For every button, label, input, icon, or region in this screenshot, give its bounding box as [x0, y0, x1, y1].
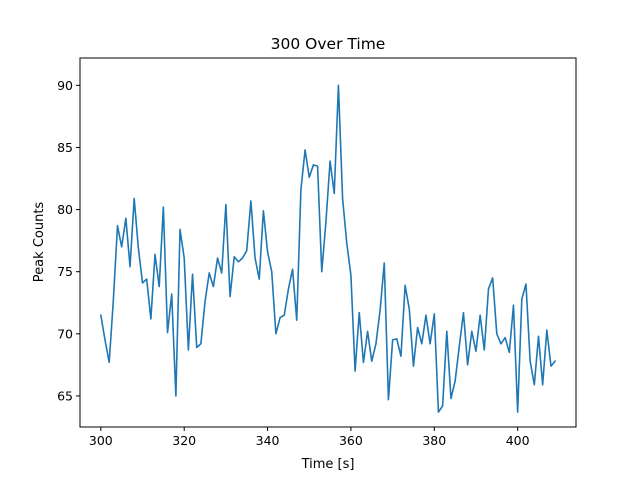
x-tick-label: 360 [339, 433, 363, 448]
x-axis: 300 320 340 360 380 400 [89, 427, 530, 448]
x-tick-label: 320 [172, 433, 196, 448]
y-axis: 65 70 75 80 85 90 [57, 78, 80, 403]
y-tick-label: 90 [57, 78, 73, 93]
x-tick-label: 380 [422, 433, 446, 448]
y-tick-label: 75 [57, 264, 73, 279]
x-axis-label: Time [s] [301, 457, 355, 472]
y-tick-label: 80 [57, 202, 73, 217]
chart-title: 300 Over Time [271, 35, 386, 53]
y-tick-label: 70 [57, 326, 73, 341]
x-tick-label: 300 [89, 433, 113, 448]
axes-frame [79, 57, 577, 428]
series-line-0 [100, 84, 556, 413]
x-tick-label: 400 [506, 433, 530, 448]
plot-area [100, 84, 556, 413]
y-tick-label: 65 [57, 388, 73, 403]
x-tick-label: 340 [256, 433, 280, 448]
y-tick-label: 85 [57, 140, 73, 155]
y-axis-label: Peak Counts [32, 202, 47, 283]
